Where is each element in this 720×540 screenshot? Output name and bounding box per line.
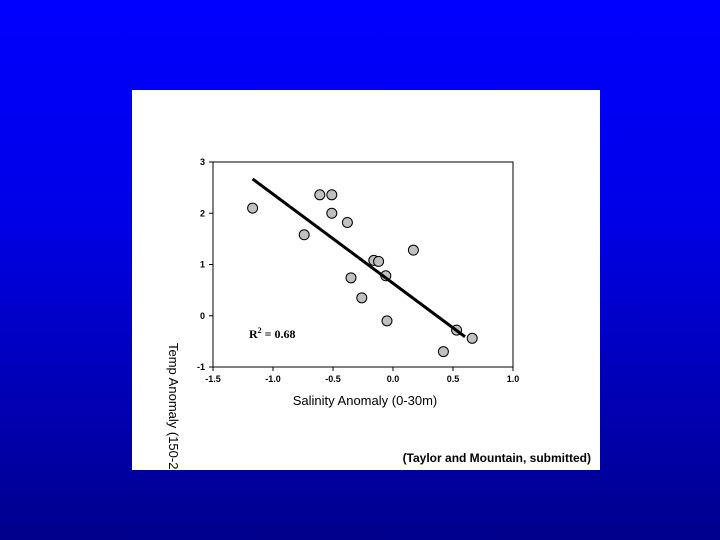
data-point bbox=[437, 346, 449, 358]
y-axis: -1 0 1 2 3 bbox=[197, 157, 213, 372]
x-tick-label: -0.5 bbox=[325, 374, 341, 384]
data-point bbox=[326, 189, 338, 201]
data-point bbox=[373, 255, 385, 267]
y-axis-title: Temp Anomaly (150-2 bbox=[166, 343, 181, 469]
points-layer bbox=[247, 189, 478, 358]
y-tick-label: 2 bbox=[200, 208, 205, 218]
scatter-chart: -1.5 -1.0 -0.5 0.0 0.5 1.0 -1 0 1 2 3 Salinity An… bbox=[166, 157, 591, 469]
trendline-layer bbox=[251, 177, 466, 338]
data-point bbox=[345, 272, 357, 284]
x-tick-label: 1.0 bbox=[507, 374, 520, 384]
data-point bbox=[466, 332, 478, 344]
slide-panel: -1.5 -1.0 -0.5 0.0 0.5 1.0 -1 0 1 2 3 Salinity An… bbox=[132, 90, 600, 470]
data-point bbox=[381, 315, 393, 327]
data-point bbox=[341, 216, 353, 228]
y-tick-label: -1 bbox=[197, 362, 205, 372]
x-tick-label: 0.5 bbox=[447, 374, 460, 384]
data-point bbox=[356, 292, 368, 304]
x-tick-label: 0.0 bbox=[387, 374, 400, 384]
data-point bbox=[298, 229, 310, 241]
x-axis-title: Salinity Anomaly (0-30m) bbox=[293, 393, 438, 408]
r-squared-annotation: R2 = 0.68 bbox=[249, 326, 296, 341]
x-tick-label: -1.5 bbox=[205, 374, 221, 384]
data-point bbox=[247, 202, 259, 214]
data-point bbox=[326, 207, 338, 219]
x-axis: -1.5 -1.0 -0.5 0.0 0.5 1.0 bbox=[205, 367, 519, 384]
y-tick-label: 3 bbox=[200, 157, 205, 167]
regression-line bbox=[251, 177, 466, 338]
x-tick-label: -1.0 bbox=[265, 374, 281, 384]
y-tick-label: 1 bbox=[200, 260, 205, 270]
data-point bbox=[314, 189, 326, 201]
citation-text: (Taylor and Mountain, submitted) bbox=[403, 451, 591, 465]
data-point bbox=[407, 244, 419, 256]
y-tick-label: 0 bbox=[200, 311, 205, 321]
